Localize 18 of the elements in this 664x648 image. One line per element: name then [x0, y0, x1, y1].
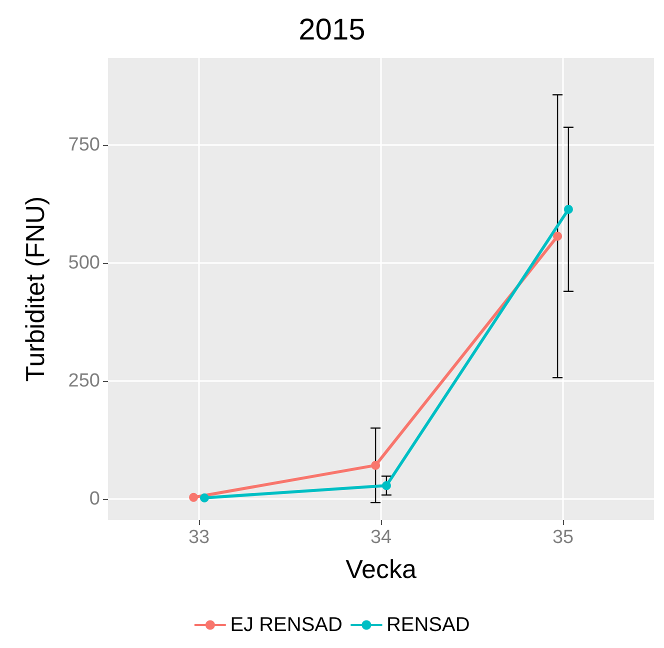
x-tick-label: 35: [552, 527, 574, 548]
legend-label: RENSAD: [386, 614, 470, 636]
y-axis-title: Turbiditet (FNU): [20, 196, 50, 382]
point: [564, 204, 573, 214]
point: [371, 460, 380, 470]
point: [553, 232, 562, 241]
y-tick-label: 250: [68, 370, 100, 392]
y-tick-label: 500: [68, 252, 100, 274]
point: [382, 481, 391, 490]
x-tick-label: 33: [188, 527, 210, 548]
x-tick-label: 34: [370, 527, 392, 548]
y-tick-label: 750: [68, 134, 100, 156]
point: [189, 492, 198, 502]
chart-title: 2015: [298, 14, 366, 46]
y-tick-label: 0: [89, 488, 100, 510]
point: [200, 493, 209, 502]
x-axis-title: Vecka: [346, 554, 417, 584]
legend-label: EJ RENSAD: [230, 614, 342, 636]
